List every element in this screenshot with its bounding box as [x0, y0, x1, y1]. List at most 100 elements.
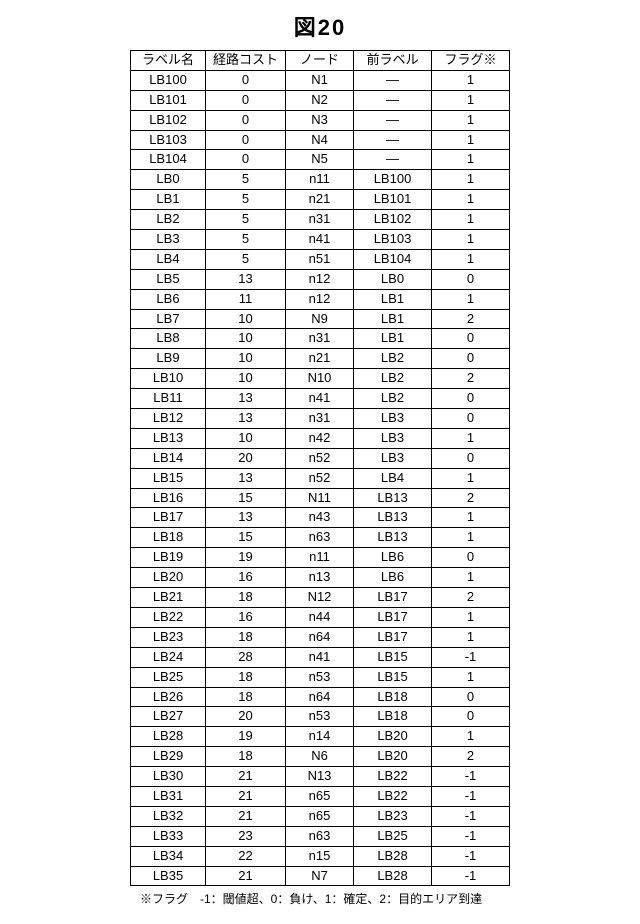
table-row: LB1213n31LB30 [131, 409, 510, 429]
table-cell: 18 [206, 667, 286, 687]
table-cell: LB1 [354, 309, 432, 329]
table-row: LB2720n53LB180 [131, 707, 510, 727]
table-cell: LB101 [354, 190, 432, 210]
table-cell: LB27 [131, 707, 206, 727]
table-cell: N9 [286, 309, 354, 329]
table-row: LB2618n64LB180 [131, 687, 510, 707]
table-cell: LB0 [131, 170, 206, 190]
table-cell: -1 [432, 786, 510, 806]
table-cell: LB1 [354, 329, 432, 349]
table-cell: n64 [286, 687, 354, 707]
table-row: LB1020N3―1 [131, 110, 510, 130]
table-cell: LB2 [354, 389, 432, 409]
table-cell: LB15 [354, 667, 432, 687]
table-cell: LB100 [131, 70, 206, 90]
table-cell: 18 [206, 747, 286, 767]
table-cell: 0 [206, 110, 286, 130]
table-cell: 2 [432, 747, 510, 767]
table-row: LB1010N2―1 [131, 90, 510, 110]
table-cell: 1 [432, 230, 510, 250]
table-cell: LB9 [131, 349, 206, 369]
table-cell: N3 [286, 110, 354, 130]
table-cell: LB28 [354, 846, 432, 866]
figure-title: 図20 [294, 10, 346, 42]
table-cell: 1 [432, 468, 510, 488]
table-cell: 5 [206, 170, 286, 190]
table-cell: LB13 [354, 488, 432, 508]
table-cell: LB1 [131, 190, 206, 210]
table-cell: 1 [432, 90, 510, 110]
table-cell: LB101 [131, 90, 206, 110]
table-cell: 23 [206, 826, 286, 846]
table-cell: LB24 [131, 647, 206, 667]
table-cell: 0 [432, 269, 510, 289]
table-cell: N13 [286, 767, 354, 787]
table-row: LB3422n15LB28-1 [131, 846, 510, 866]
table-cell: 1 [432, 190, 510, 210]
table-row: LB810n31LB10 [131, 329, 510, 349]
table-cell: 1 [432, 249, 510, 269]
table-cell: 2 [432, 369, 510, 389]
table-cell: LB6 [131, 289, 206, 309]
table-cell: -1 [432, 767, 510, 787]
col-header-prev: 前ラベル [354, 51, 432, 71]
table-cell: 11 [206, 289, 286, 309]
col-header-flag: フラグ※ [432, 51, 510, 71]
table-cell: 15 [206, 488, 286, 508]
table-cell: n63 [286, 826, 354, 846]
table-cell: LB25 [131, 667, 206, 687]
table-cell: 5 [206, 210, 286, 230]
table-cell: N7 [286, 866, 354, 886]
table-row: LB1713n43LB131 [131, 508, 510, 528]
table-cell: LB8 [131, 329, 206, 349]
table-row: LB2918N6LB202 [131, 747, 510, 767]
table-cell: 10 [206, 428, 286, 448]
table-row: LB1010N10LB22 [131, 369, 510, 389]
table-cell: LB20 [354, 747, 432, 767]
table-cell: 0 [432, 329, 510, 349]
table-cell: 28 [206, 647, 286, 667]
table-row: LB513n12LB00 [131, 269, 510, 289]
table-cell: 1 [432, 667, 510, 687]
table-cell: 16 [206, 568, 286, 588]
table-cell: LB0 [354, 269, 432, 289]
table-row: LB2216n44LB171 [131, 607, 510, 627]
table-cell: LB104 [131, 150, 206, 170]
table-cell: 1 [432, 607, 510, 627]
table-row: LB1815n63LB131 [131, 528, 510, 548]
table-row: LB35n41LB1031 [131, 230, 510, 250]
table-cell: LB15 [131, 468, 206, 488]
table-row: LB3323n63LB25-1 [131, 826, 510, 846]
table-cell: 0 [432, 448, 510, 468]
table-cell: 1 [432, 210, 510, 230]
table-cell: n64 [286, 627, 354, 647]
table-row: LB1513n52LB41 [131, 468, 510, 488]
table-cell: LB22 [131, 607, 206, 627]
table-cell: 1 [432, 508, 510, 528]
table-row: LB45n51LB1041 [131, 249, 510, 269]
table-cell: LB17 [131, 508, 206, 528]
table-row: LB25n31LB1021 [131, 210, 510, 230]
table-cell: n31 [286, 210, 354, 230]
table-cell: 1 [432, 150, 510, 170]
col-header-cost: 経路コスト [206, 51, 286, 71]
table-cell: LB103 [354, 230, 432, 250]
table-cell: LB23 [354, 806, 432, 826]
table-cell: 22 [206, 846, 286, 866]
table-cell: 0 [432, 349, 510, 369]
table-cell: n41 [286, 647, 354, 667]
table-cell: LB5 [131, 269, 206, 289]
table-cell: 1 [432, 528, 510, 548]
table-cell: N4 [286, 130, 354, 150]
table-cell: n31 [286, 329, 354, 349]
table-cell: LB26 [131, 687, 206, 707]
table-cell: LB21 [131, 588, 206, 608]
table-cell: n52 [286, 468, 354, 488]
table-cell: LB11 [131, 389, 206, 409]
table-row: LB2318n64LB171 [131, 627, 510, 647]
table-cell: 1 [432, 130, 510, 150]
table-cell: ― [354, 90, 432, 110]
table-cell: 21 [206, 866, 286, 886]
table-cell: n31 [286, 409, 354, 429]
table-cell: 1 [432, 70, 510, 90]
